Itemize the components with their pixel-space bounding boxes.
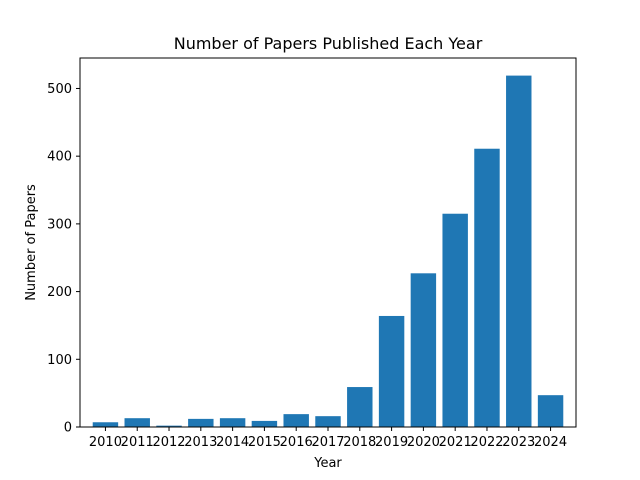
x-tick-label: 2021 — [439, 435, 472, 450]
y-tick-label: 500 — [47, 82, 72, 97]
x-tick-label: 2017 — [311, 435, 344, 450]
x-tick-label: 2022 — [470, 435, 503, 450]
bar-2014 — [219, 418, 246, 427]
x-axis-label: Year — [313, 456, 342, 471]
x-tick-label: 2015 — [248, 435, 281, 450]
y-tick-label: 0 — [64, 421, 72, 436]
x-tick-label: 2023 — [502, 435, 535, 450]
x-tick-label: 2020 — [407, 435, 440, 450]
x-tick-label: 2010 — [89, 435, 122, 450]
bar-2012 — [156, 425, 182, 427]
x-axis-ticks: 2010201120122013201420152016201720182019… — [89, 427, 567, 450]
plot-frame — [79, 57, 577, 428]
bar-2010 — [92, 422, 119, 427]
bar-2021 — [442, 213, 468, 427]
bar-2023 — [506, 75, 532, 427]
x-tick-label: 2024 — [534, 435, 567, 450]
y-axis-ticks: 0 100 200 300 400 500 — [47, 82, 80, 436]
x-tick-label: 2013 — [184, 435, 217, 450]
bar-2024 — [537, 395, 564, 427]
bar-2015 — [251, 420, 278, 427]
chart-title: Number of Papers Published Each Year — [174, 34, 483, 53]
bar-2018 — [347, 387, 373, 427]
x-tick-label: 2018 — [343, 435, 376, 450]
bars — [92, 75, 564, 427]
bar-2017 — [315, 416, 341, 427]
bar-2011 — [124, 418, 150, 427]
bar-2020 — [410, 273, 437, 427]
y-tick-label: 400 — [47, 150, 72, 165]
bar-2022 — [474, 148, 500, 427]
bar-2013 — [188, 418, 214, 427]
y-tick-label: 200 — [47, 285, 72, 300]
bar-2016 — [283, 414, 309, 427]
y-axis-label: Number of Papers — [24, 184, 39, 301]
x-tick-label: 2011 — [121, 435, 154, 450]
x-tick-label: 2019 — [375, 435, 408, 450]
y-tick-label: 300 — [47, 217, 72, 232]
x-tick-label: 2012 — [152, 435, 185, 450]
x-tick-label: 2016 — [280, 435, 313, 450]
bar-2019 — [378, 315, 405, 427]
x-tick-label: 2014 — [216, 435, 249, 450]
y-tick-label: 100 — [47, 353, 72, 368]
